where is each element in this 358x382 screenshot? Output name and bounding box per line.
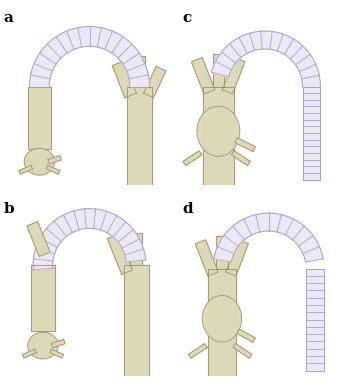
- Polygon shape: [226, 240, 248, 276]
- Polygon shape: [130, 233, 142, 265]
- Ellipse shape: [202, 295, 242, 342]
- Polygon shape: [27, 222, 50, 256]
- Polygon shape: [303, 87, 320, 180]
- Ellipse shape: [197, 106, 240, 156]
- Polygon shape: [183, 151, 202, 166]
- Polygon shape: [33, 209, 146, 270]
- Polygon shape: [235, 138, 255, 152]
- Polygon shape: [48, 155, 62, 164]
- Polygon shape: [237, 329, 255, 342]
- Polygon shape: [214, 213, 323, 262]
- Polygon shape: [231, 151, 250, 166]
- Text: b: b: [4, 202, 14, 216]
- Polygon shape: [216, 236, 228, 269]
- Polygon shape: [127, 87, 152, 185]
- Polygon shape: [112, 61, 136, 98]
- Polygon shape: [192, 58, 215, 94]
- Polygon shape: [124, 265, 149, 376]
- Text: d: d: [183, 202, 193, 216]
- Text: c: c: [183, 11, 192, 25]
- Polygon shape: [50, 349, 63, 358]
- Polygon shape: [51, 339, 65, 348]
- Polygon shape: [213, 54, 224, 87]
- Polygon shape: [188, 344, 207, 358]
- Polygon shape: [28, 87, 51, 149]
- Polygon shape: [144, 66, 166, 98]
- Polygon shape: [208, 269, 236, 376]
- Polygon shape: [30, 27, 150, 87]
- Polygon shape: [32, 265, 55, 331]
- Polygon shape: [107, 234, 132, 274]
- Ellipse shape: [24, 148, 55, 175]
- Polygon shape: [211, 31, 320, 87]
- Text: a: a: [4, 11, 14, 25]
- Polygon shape: [233, 344, 252, 358]
- Polygon shape: [195, 240, 218, 276]
- Polygon shape: [306, 269, 324, 371]
- Polygon shape: [23, 349, 36, 358]
- Polygon shape: [134, 56, 145, 87]
- Polygon shape: [46, 165, 60, 174]
- Polygon shape: [203, 87, 234, 185]
- Ellipse shape: [28, 332, 58, 359]
- Polygon shape: [222, 58, 245, 94]
- Polygon shape: [19, 165, 33, 174]
